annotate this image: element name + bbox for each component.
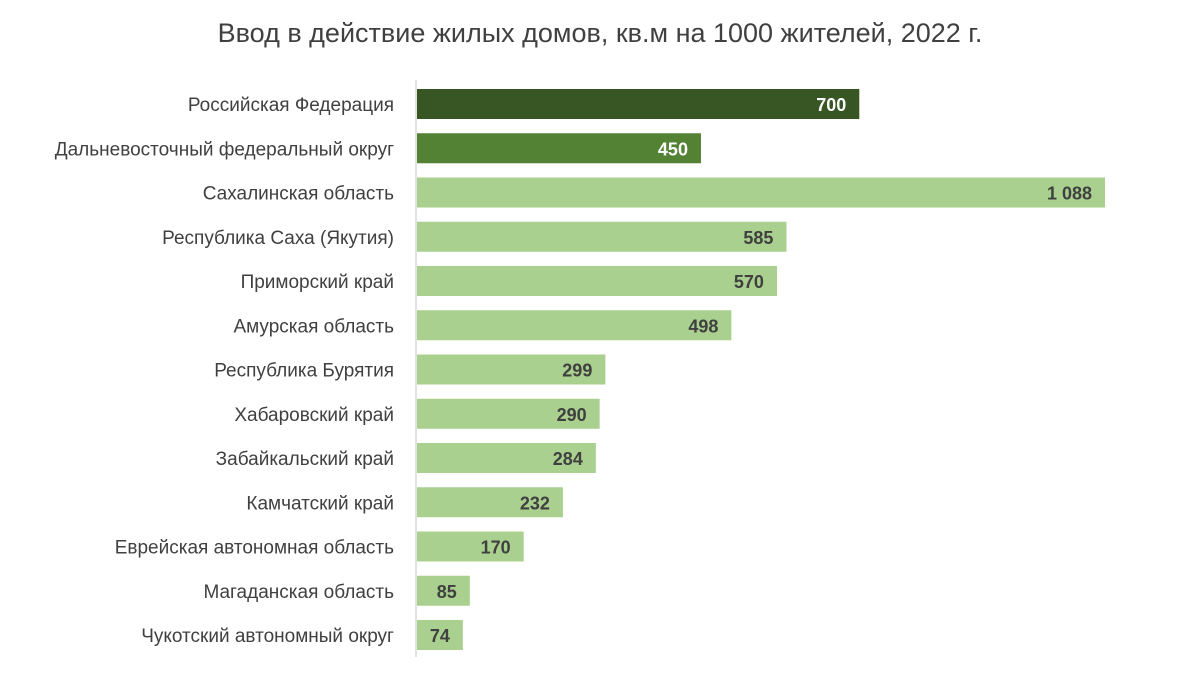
category-label: Чукотский автономный округ [141,626,394,647]
category-label: Забайкальский край [216,449,394,470]
bar [417,398,600,429]
data-label: 1 088 [1047,184,1092,204]
bar [417,531,524,562]
bar [417,443,596,473]
category-label: Российская Федерация [188,95,394,116]
data-label: 700 [816,95,846,115]
bar [417,354,606,385]
category-label: Республика Саха (Якутия) [162,228,394,249]
category-label: Сахалинская область [203,184,394,205]
bar [417,266,777,296]
data-label: 170 [481,538,511,558]
bar [417,133,701,164]
data-label: 74 [430,626,450,646]
category-label: Амурская область [233,316,394,337]
data-label: 85 [437,582,457,602]
bars-layer: Российская Федерация 700 Дальневосточный ф… [55,89,1105,650]
chart-title: Ввод в действие жилых домов, кв.м на 100… [217,18,983,48]
bar [417,89,860,119]
bar [417,575,470,606]
bar [417,620,463,650]
category-label: Еврейская автономная область [115,538,394,559]
category-label: Камчатский край [246,493,394,514]
bar [417,487,563,518]
data-label: 585 [743,228,773,248]
bar [417,310,732,341]
bar [417,221,787,252]
category-label: Магаданская область [203,582,394,603]
category-label: Республика Бурятия [214,361,394,382]
data-label: 498 [688,316,718,336]
data-label: 284 [553,449,583,469]
category-label: Дальневосточный федеральный округ [55,139,394,160]
category-label: Хабаровский край [234,405,394,426]
data-label: 232 [520,493,550,513]
data-label: 570 [734,272,764,292]
data-label: 299 [562,361,592,381]
data-label: 450 [658,139,688,159]
category-label: Приморский край [241,272,394,293]
data-label: 290 [557,405,587,425]
bar [417,177,1105,208]
